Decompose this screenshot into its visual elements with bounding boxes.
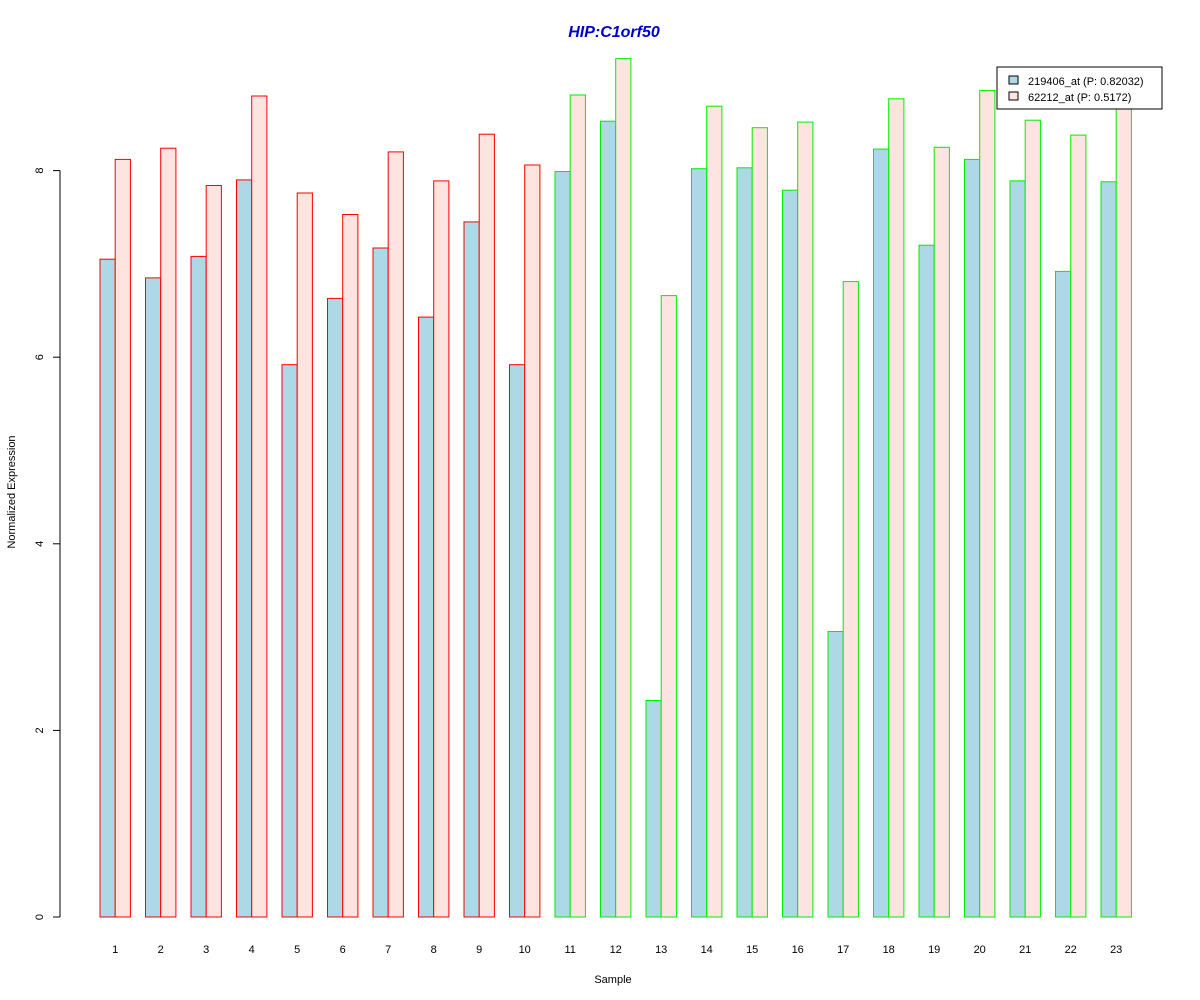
bar-sample-11-series-1 bbox=[554, 171, 571, 918]
x-tick-label: 6 bbox=[340, 944, 346, 956]
y-axis-label: Normalized Expression bbox=[6, 435, 18, 548]
bar-sample-8-series-2 bbox=[433, 180, 450, 918]
bar-sample-3-series-2 bbox=[205, 185, 222, 918]
bar-sample-10-series-2 bbox=[524, 164, 541, 918]
bar-sample-5-series-1 bbox=[281, 364, 298, 918]
bar-sample-8-series-1 bbox=[418, 316, 435, 918]
x-tick-label: 7 bbox=[385, 944, 391, 956]
legend-label-series-1: 219406_at (P: 0.82032) bbox=[1028, 76, 1144, 88]
x-tick-label: 17 bbox=[837, 944, 849, 956]
bar-sample-2-series-1 bbox=[145, 277, 162, 918]
bar-sample-16-series-1 bbox=[782, 189, 799, 918]
bar-sample-20-series-1 bbox=[964, 158, 981, 918]
bar-sample-13-series-2 bbox=[660, 295, 677, 918]
x-tick-label: 18 bbox=[883, 944, 895, 956]
y-axis: 0 2 4 6 8 bbox=[34, 168, 61, 920]
x-tick-label: 3 bbox=[203, 944, 209, 956]
x-tick-label: 16 bbox=[792, 944, 804, 956]
bars-group bbox=[99, 58, 1132, 918]
bar-sample-17-series-1 bbox=[827, 631, 844, 918]
x-tick-label: 15 bbox=[746, 944, 758, 956]
bar-sample-22-series-1 bbox=[1055, 270, 1072, 918]
y-tick-label: 4 bbox=[34, 541, 46, 547]
x-tick-label: 2 bbox=[158, 944, 164, 956]
x-tick-label: 13 bbox=[655, 944, 667, 956]
bar-sample-19-series-1 bbox=[918, 244, 935, 918]
bar-sample-5-series-2 bbox=[296, 192, 313, 918]
legend-label-series-2: 62212_at (P: 0.5172) bbox=[1028, 92, 1131, 104]
y-tick-label: 6 bbox=[34, 354, 46, 360]
bar-sample-7-series-2 bbox=[387, 151, 404, 918]
bar-sample-16-series-2 bbox=[797, 121, 814, 918]
x-tick-label: 11 bbox=[564, 944, 575, 956]
bar-sample-4-series-1 bbox=[236, 179, 253, 918]
bar-sample-4-series-2 bbox=[251, 95, 268, 918]
x-tick-label: 12 bbox=[610, 944, 622, 956]
x-tick-label: 20 bbox=[974, 944, 986, 956]
y-tick-label: 8 bbox=[34, 168, 46, 174]
bar-sample-12-series-1 bbox=[600, 120, 617, 918]
x-tick-label: 14 bbox=[701, 944, 713, 956]
bar-sample-11-series-2 bbox=[569, 94, 586, 918]
bar-sample-15-series-2 bbox=[751, 127, 768, 918]
x-tick-label: 22 bbox=[1065, 944, 1077, 956]
x-tick-label: 19 bbox=[928, 944, 940, 956]
bar-sample-23-series-2 bbox=[1115, 104, 1132, 918]
bar-sample-12-series-2 bbox=[615, 58, 632, 918]
bar-sample-22-series-2 bbox=[1070, 134, 1087, 918]
x-tick-label: 5 bbox=[294, 944, 300, 956]
bar-sample-1-series-1 bbox=[99, 258, 116, 918]
legend-swatch-series-2 bbox=[1008, 91, 1019, 101]
x-axis-label: Sample bbox=[594, 974, 631, 986]
chart-title: HIP:C1orf50 bbox=[568, 24, 660, 41]
bar-sample-9-series-1 bbox=[463, 221, 480, 918]
y-tick-label: 0 bbox=[34, 914, 46, 920]
bar-sample-6-series-1 bbox=[327, 297, 344, 918]
bar-sample-7-series-1 bbox=[372, 247, 389, 918]
x-tick-label: 4 bbox=[249, 944, 255, 956]
x-tick-label: 10 bbox=[519, 944, 531, 956]
bar-sample-15-series-1 bbox=[736, 167, 753, 918]
y-tick-label: 2 bbox=[34, 727, 46, 733]
bar-sample-14-series-2 bbox=[706, 105, 723, 918]
x-tick-label: 9 bbox=[476, 944, 482, 956]
bar-sample-2-series-2 bbox=[160, 147, 177, 918]
x-tick-label: 1 bbox=[112, 944, 118, 956]
bar-sample-10-series-1 bbox=[509, 364, 526, 918]
bar-sample-18-series-1 bbox=[873, 148, 890, 918]
x-tick-label: 8 bbox=[431, 944, 437, 956]
bar-sample-6-series-2 bbox=[342, 214, 359, 918]
bar-sample-21-series-1 bbox=[1009, 180, 1026, 918]
x-tick-label: 21 bbox=[1019, 944, 1031, 956]
bar-sample-21-series-2 bbox=[1024, 119, 1041, 918]
bar-sample-3-series-1 bbox=[190, 255, 207, 918]
legend-box bbox=[996, 66, 1163, 110]
legend-swatch-series-1 bbox=[1008, 75, 1019, 85]
x-tick-label: 23 bbox=[1110, 944, 1122, 956]
x-axis-labels: 1 2 3 4 5 6 7 8 9 10 11 12 13 14 15 16 17 18 19 20 21 22 23 bbox=[112, 944, 1122, 956]
bar-sample-20-series-2 bbox=[979, 89, 996, 918]
bar-sample-18-series-2 bbox=[888, 98, 905, 918]
bar-sample-13-series-1 bbox=[645, 700, 662, 918]
bar-sample-19-series-2 bbox=[933, 146, 950, 918]
bar-sample-14-series-1 bbox=[691, 168, 708, 918]
bar-sample-17-series-2 bbox=[842, 281, 859, 918]
bar-sample-1-series-2 bbox=[114, 158, 131, 918]
legend: 219406_at (P: 0.82032) 62212_at (P: 0.51… bbox=[996, 66, 1163, 110]
bar-sample-9-series-2 bbox=[478, 133, 495, 918]
bar-sample-23-series-1 bbox=[1100, 181, 1117, 918]
